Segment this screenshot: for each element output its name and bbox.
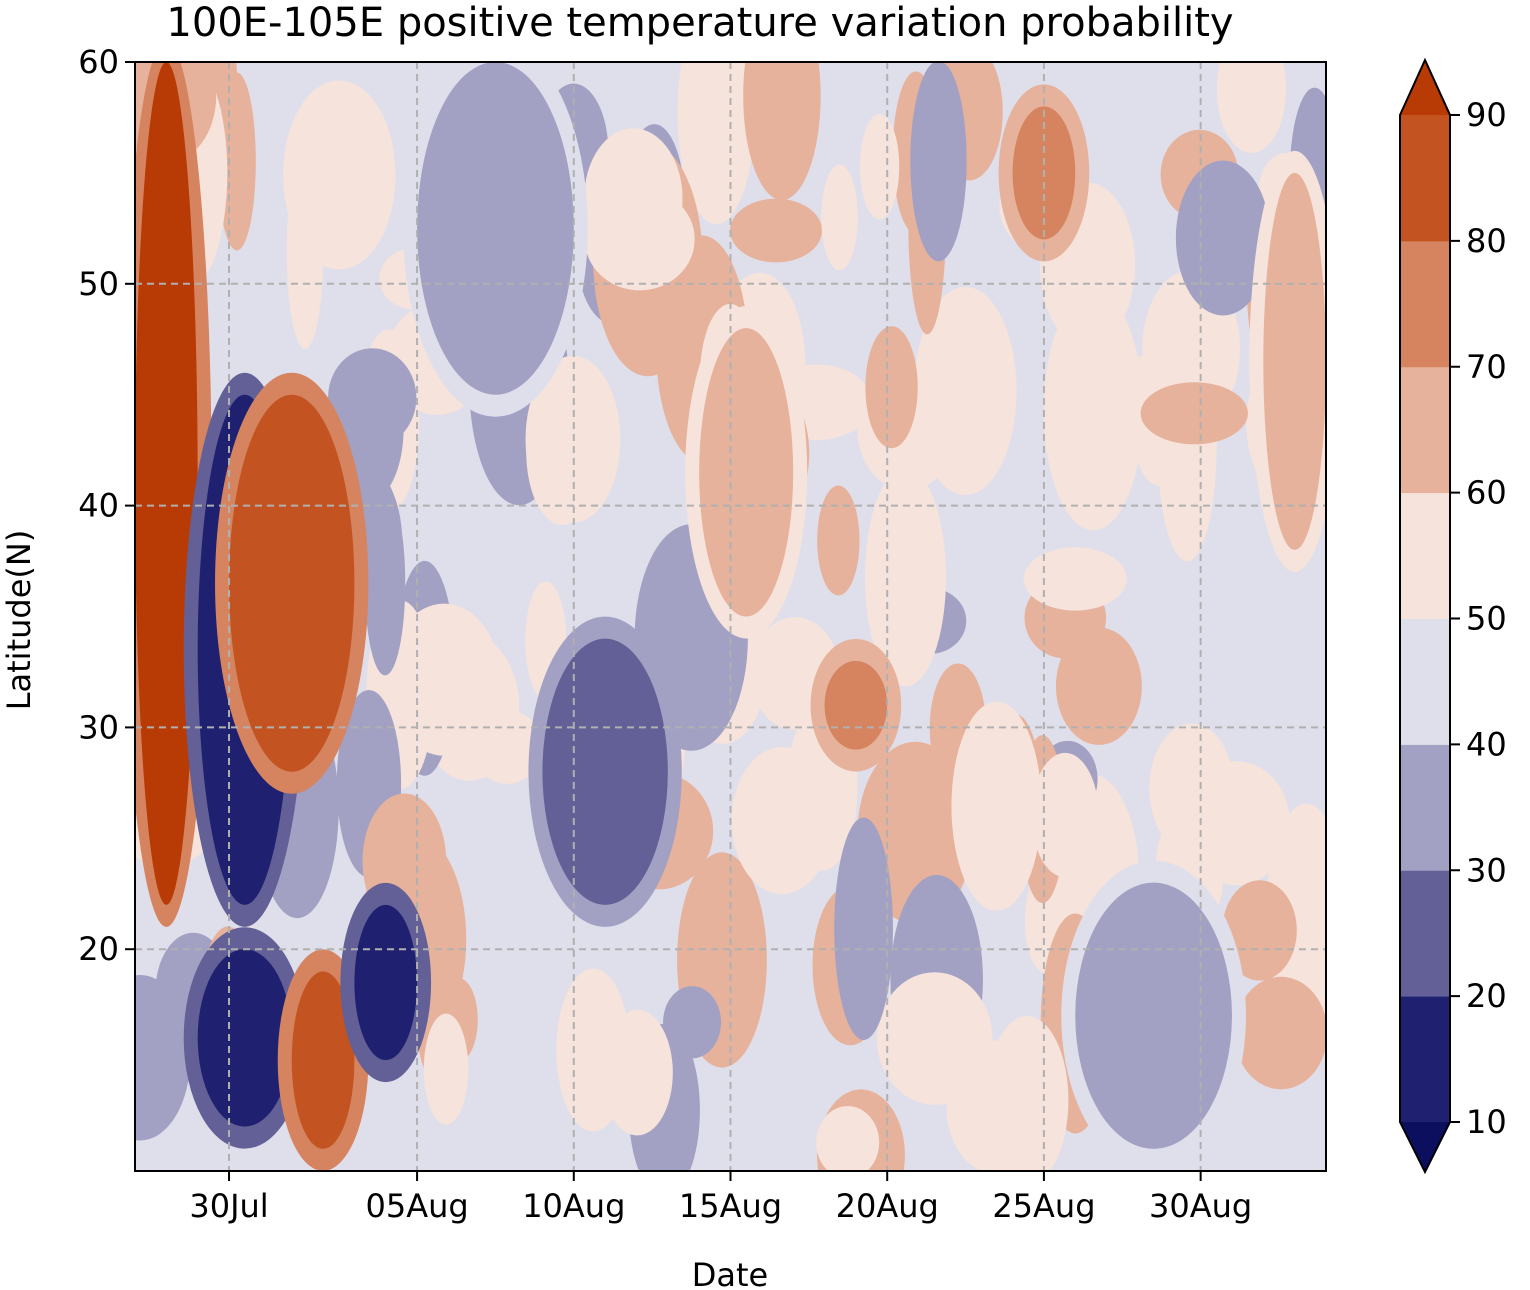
field-blob [217,72,256,251]
colorbar-tick-label: 10 [1466,1103,1507,1141]
colorbar-over-arrow [1400,60,1450,115]
x-tick-label: 15Aug [679,1187,782,1225]
x-axis-label: Date [692,1256,768,1290]
field-blob [1043,291,1144,531]
field-blob [1023,547,1127,611]
colorbar-segment [1400,366,1450,494]
y-tick-label: 60 [78,43,119,81]
region-6 [417,62,574,395]
colorbar-tick-label: 60 [1466,474,1507,512]
field-blob [955,375,993,461]
x-tick-label: 05Aug [365,1187,468,1225]
field-blob [986,1016,1069,1171]
field-blob [1055,627,1142,745]
colorbar-segment [1400,618,1450,745]
field-blob [864,468,946,687]
field-blob [1234,976,1326,1090]
field-blob [1031,752,1099,878]
colorbar-under-arrow [1400,1122,1450,1172]
y-axis-label: Latitude(N) [0,530,38,711]
field-blob [816,1106,880,1171]
field-blob [364,490,406,676]
colorbar-segment [1400,240,1450,368]
region-12 [1263,172,1326,550]
y-axis: 20 30 40 50 60 [78,43,135,968]
x-tick-label: 30Jul [189,1187,268,1225]
field-blob [817,485,860,596]
field-blob [689,860,728,970]
colorbar-segment [1400,115,1450,242]
field-blob [821,164,858,271]
field-blob [730,198,823,263]
region-8 [699,328,794,617]
region-3 [197,949,292,1127]
y-tick-label: 30 [78,708,119,746]
colorbar-tick-label: 70 [1466,348,1507,386]
x-tick-label: 25Aug [992,1187,1095,1225]
field-blob [1222,880,1297,981]
field-blob [135,974,191,1141]
field-blob [859,114,900,220]
field-blob [423,1013,469,1125]
y-tick-label: 20 [78,930,119,968]
field-blob [865,326,918,449]
field-blob [951,701,1042,911]
colorbar-segment [1400,870,1450,997]
colorbar: 10 20 30 40 50 60 70 80 90 [1399,57,1507,1175]
region-9 [824,660,888,750]
colorbar-tick-label: 50 [1466,600,1507,638]
field-blob [663,986,722,1059]
region-7 [542,638,668,905]
x-tick-label: 30Aug [1149,1187,1252,1225]
colorbar-segment [1400,996,1450,1123]
x-axis: 30Jul 05Aug 10Aug 15Aug 20Aug 25Aug 30Aug [189,1171,1252,1225]
field-blob [677,62,756,225]
x-tick-label: 10Aug [522,1187,625,1225]
x-tick-label: 20Aug [836,1187,939,1225]
y-tick-label: 40 [78,487,119,525]
region-2 [229,394,355,772]
probability-field [135,62,1326,1171]
field-blob [1140,382,1248,445]
field-blob [743,62,821,201]
field-blob [584,188,695,291]
region-5 [354,904,418,1061]
colorbar-segment [1400,744,1450,871]
region-4 [291,971,355,1149]
field-blob [1216,62,1287,153]
region-11 [1075,882,1232,1149]
colorbar-segment [1400,492,1450,619]
colorbar-tick-label: 20 [1466,977,1507,1015]
field-blob [910,62,967,262]
plot-area [135,62,1326,1171]
colorbar-tick-label: 90 [1466,96,1507,134]
y-tick-label: 50 [78,265,119,303]
region-0 [135,62,198,905]
field-blob [601,1009,673,1136]
field-blob [834,817,893,1041]
colorbar-tick-label: 30 [1466,851,1507,889]
field-blob [1175,160,1271,316]
chart-title: 100E-105E positive temperature variation… [166,0,1233,46]
field-blob [387,603,501,756]
field-blob [731,747,833,895]
field-blob [328,348,417,448]
colorbar-tick-label: 80 [1466,222,1507,260]
field-blob [286,153,324,349]
colorbar-tick-label: 40 [1466,725,1507,763]
